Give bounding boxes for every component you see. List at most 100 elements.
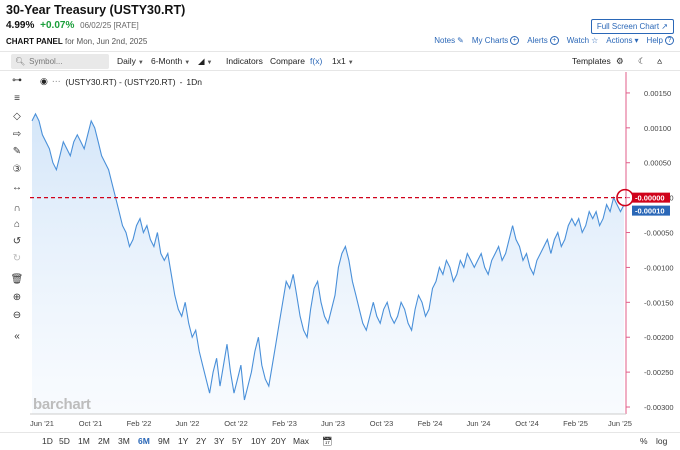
shapes-tool-icon[interactable]: ◇ <box>13 111 21 122</box>
range-2y-button[interactable]: 2Y <box>196 436 207 446</box>
external-link-icon: ↗ <box>661 22 668 31</box>
undo-icon[interactable]: ↺ <box>12 236 22 247</box>
symbol-search-input[interactable]: 🔍︎ Symbol... <box>11 54 109 69</box>
edit-icon: ✎ <box>457 36 464 45</box>
magnet-icon[interactable]: ∩ <box>13 203 21 214</box>
chart-type-dropdown[interactable]: ◢ ▼ <box>198 56 213 67</box>
area-fill <box>32 113 624 415</box>
actions-menu[interactable]: Actions ▾ <box>606 36 638 45</box>
chart-panel-label: CHART PANEL for Mon, Jun 2nd, 2025 <box>6 37 147 46</box>
legend-expression: (USTY30.RT) - (USTY20.RT) <box>65 76 176 87</box>
caret-down-icon: ▼ <box>137 60 144 66</box>
notes-link[interactable]: Notes ✎ <box>434 36 464 45</box>
percent-toggle[interactable]: % <box>640 436 648 446</box>
text-tool-icon[interactable]: ✎ <box>12 146 22 157</box>
templates-button[interactable]: Templates <box>572 56 611 66</box>
gear-icon[interactable]: ⚙ <box>616 56 624 66</box>
range-max-button[interactable]: Max <box>293 436 310 446</box>
help-link[interactable]: Help ? <box>647 36 674 45</box>
x-tick-label: Feb '24 <box>418 419 443 428</box>
range-1m-button[interactable]: 1M <box>78 436 90 446</box>
alerts-link[interactable]: Alerts + <box>527 36 559 45</box>
star-icon: ☆ <box>591 36 599 45</box>
my-charts-label: My Charts <box>471 36 509 45</box>
full-screen-chart-button[interactable]: Full Screen Chart ↗ <box>590 19 674 34</box>
my-charts-link[interactable]: My Charts + <box>471 36 520 45</box>
fx-button[interactable]: f(x) <box>310 56 323 66</box>
indicators-button[interactable]: Indicators <box>226 56 263 66</box>
last-price: 4.99% <box>6 20 35 31</box>
line-tools-icon[interactable]: ≡ <box>14 93 20 104</box>
range-20y-button[interactable]: 20Y <box>271 436 287 446</box>
range-2m-button[interactable]: 2M <box>98 436 110 446</box>
x-tick-label: Feb '25 <box>563 419 588 428</box>
help-label: Help <box>646 36 663 45</box>
x-tick-label: Feb '23 <box>272 419 297 428</box>
panel-label-title: CHART PANEL <box>6 37 63 46</box>
pin-icon[interactable]: ⩟ <box>657 56 663 66</box>
compare-button[interactable]: Compare <box>270 56 305 66</box>
zoom-in-icon[interactable]: ⊕ <box>12 292 22 303</box>
chart-canvas[interactable]: 0.00150 0.00100 0.00050 -0.00000 -0.00050 -0.… <box>30 72 680 432</box>
help-circle-icon: ? <box>665 36 674 45</box>
quote-meta: 06/02/25 [RATE] <box>80 21 139 30</box>
layout-label: 1x1 <box>332 56 346 66</box>
crosshair-value-label: -0.00000 <box>635 194 665 203</box>
zoom-out-icon[interactable]: ⊖ <box>12 310 22 321</box>
range-3m-button[interactable]: 3M <box>118 436 130 446</box>
interval-label: Daily <box>117 56 136 66</box>
y-tick-label: -0.00200 <box>644 333 674 342</box>
trash-icon[interactable]: 🗑︎ <box>10 274 24 285</box>
x-tick-label: Oct '23 <box>370 419 394 428</box>
log-toggle[interactable]: log <box>656 436 668 446</box>
watch-link[interactable]: Watch ☆ <box>567 36 599 45</box>
y-tick-label: -0.00100 <box>644 263 674 272</box>
last-value-label: -0.00010 <box>635 207 665 216</box>
more-dots-icon[interactable]: ⋯ <box>51 76 62 86</box>
range-9m-button[interactable]: 9M <box>158 436 170 446</box>
moon-icon[interactable]: ☾ <box>638 56 646 66</box>
area-chart-icon: ◢ <box>198 56 205 66</box>
range-1d-button[interactable]: 1D <box>42 436 53 446</box>
range-6m-button[interactable]: 6M <box>138 436 150 446</box>
caret-down-icon: ▾ <box>634 36 639 45</box>
interval-dropdown[interactable]: Daily ▼ <box>117 56 144 66</box>
x-tick-label: Jun '22 <box>176 419 200 428</box>
period-label: 6-Month <box>151 56 183 66</box>
range-5d-button[interactable]: 5D <box>59 436 70 446</box>
y-tick-label: 0.00150 <box>644 89 671 98</box>
fib-tool-icon[interactable]: ③ <box>12 164 22 175</box>
chart-toolbar: 🔍︎ Symbol... Daily ▼ 6-Month ▼ ◢ ▼ Indicato… <box>0 51 680 71</box>
crosshair-tool-icon[interactable]: ⊶ <box>12 75 22 86</box>
eye-icon[interactable]: ◉ <box>40 76 48 86</box>
measure-tool-icon[interactable]: ↔ <box>12 182 22 193</box>
notes-label: Notes <box>434 36 456 45</box>
caret-down-icon: ▼ <box>206 60 213 66</box>
range-10y-button[interactable]: 10Y <box>251 436 267 446</box>
plus-circle-icon: + <box>549 36 559 45</box>
range-5y-button[interactable]: 5Y <box>232 436 243 446</box>
drawing-tools-sidebar: ⊶ ≡ ◇ ⇨ ✎ ③ ↔ ∩ ⌂ ↺ ↻ 🗑︎ ⊕ ⊖ « <box>0 72 34 422</box>
lock-icon[interactable]: ⌂ <box>13 219 21 230</box>
collapse-icon[interactable]: « <box>14 331 20 342</box>
range-3y-button[interactable]: 3Y <box>214 436 225 446</box>
x-tick-label: Oct '22 <box>224 419 248 428</box>
y-tick-label: -0.00250 <box>644 368 674 377</box>
barchart-watermark: barchart <box>33 396 91 413</box>
range-bar: 1D 5D 1M 2M 3M 6M 9M 1Y 2Y 3Y 5Y 10Y 20Y Max 📅︎ % log <box>0 432 680 450</box>
layout-dropdown[interactable]: 1x1 ▼ <box>332 56 354 66</box>
period-dropdown[interactable]: 6-Month ▼ <box>151 56 190 66</box>
pointer-tool-icon[interactable]: ⇨ <box>12 129 22 140</box>
quote-line: 4.99% +0.07% 06/02/25 [RATE] <box>6 20 139 31</box>
y-tick-label: -0.00150 <box>644 298 674 307</box>
x-tick-label: Jun '25 <box>608 419 632 428</box>
range-1y-button[interactable]: 1Y <box>178 436 189 446</box>
plus-circle-icon: + <box>510 36 520 45</box>
panel-label-date: for Mon, Jun 2nd, 2025 <box>64 37 148 46</box>
price-change: +0.07% <box>40 20 75 31</box>
panel-links: Notes ✎ My Charts + Alerts + Watch ☆ Act… <box>434 36 674 45</box>
y-tick-label: 0.00050 <box>644 159 671 168</box>
calendar-icon[interactable]: 📅︎ <box>322 436 333 446</box>
redo-icon[interactable]: ↻ <box>12 253 22 264</box>
legend-separator: - <box>179 76 183 87</box>
